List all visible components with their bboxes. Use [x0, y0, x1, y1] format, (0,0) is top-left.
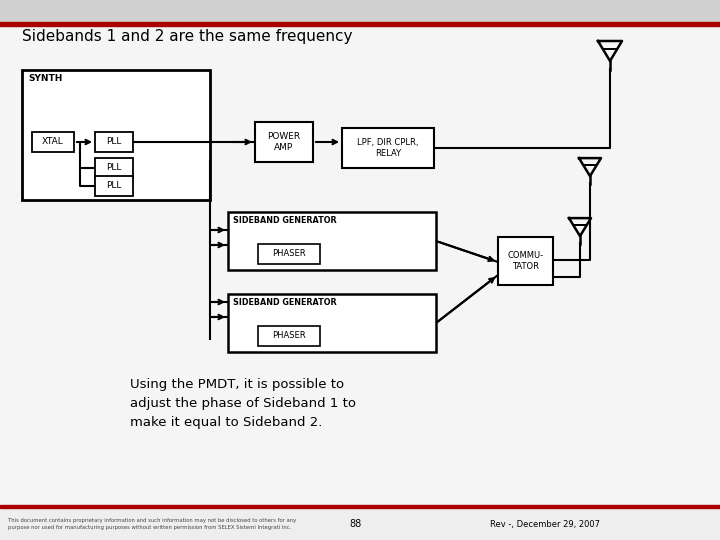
Bar [95, 176, 133, 196]
Bar [22, 70, 210, 200]
Bar [95, 132, 133, 152]
Text: 88: 88 [349, 519, 361, 529]
Bar [228, 294, 436, 352]
Bar [258, 244, 320, 264]
Text: XTAL: XTAL [42, 138, 64, 146]
Bar [498, 237, 553, 285]
Bar [95, 158, 133, 178]
Text: Using the PMDT, it is possible to
adjust the phase of Sideband 1 to
make it equa: Using the PMDT, it is possible to adjust… [130, 378, 356, 429]
Text: PLL: PLL [107, 164, 122, 172]
Bar [0, 508, 720, 540]
Bar [0, 22, 720, 26]
Text: POWER
AMP: POWER AMP [267, 132, 300, 152]
Bar [32, 132, 74, 152]
Text: SYNTH: SYNTH [28, 74, 63, 83]
Text: SIDEBAND GENERATOR: SIDEBAND GENERATOR [233, 216, 337, 225]
Text: PLL: PLL [107, 181, 122, 191]
Text: This document contains proprietary information and such information may not be d: This document contains proprietary infor… [8, 518, 296, 530]
Text: PLL: PLL [107, 138, 122, 146]
Bar [255, 122, 313, 162]
Bar [258, 326, 320, 346]
Text: COMMU-
TATOR: COMMU- TATOR [508, 251, 544, 271]
Text: Rev -, December 29, 2007: Rev -, December 29, 2007 [490, 519, 600, 529]
Text: SIDEBAND GENERATOR: SIDEBAND GENERATOR [233, 298, 337, 307]
Text: LPF, DIR CPLR,
RELAY: LPF, DIR CPLR, RELAY [357, 138, 419, 158]
Text: PHASER: PHASER [272, 332, 306, 341]
Text: PHASER: PHASER [272, 249, 306, 259]
Text: Sidebands 1 and 2 are the same frequency: Sidebands 1 and 2 are the same frequency [22, 30, 353, 44]
Bar [228, 212, 436, 270]
Bar [0, 0, 720, 22]
Bar [342, 128, 434, 168]
Bar [0, 505, 720, 508]
